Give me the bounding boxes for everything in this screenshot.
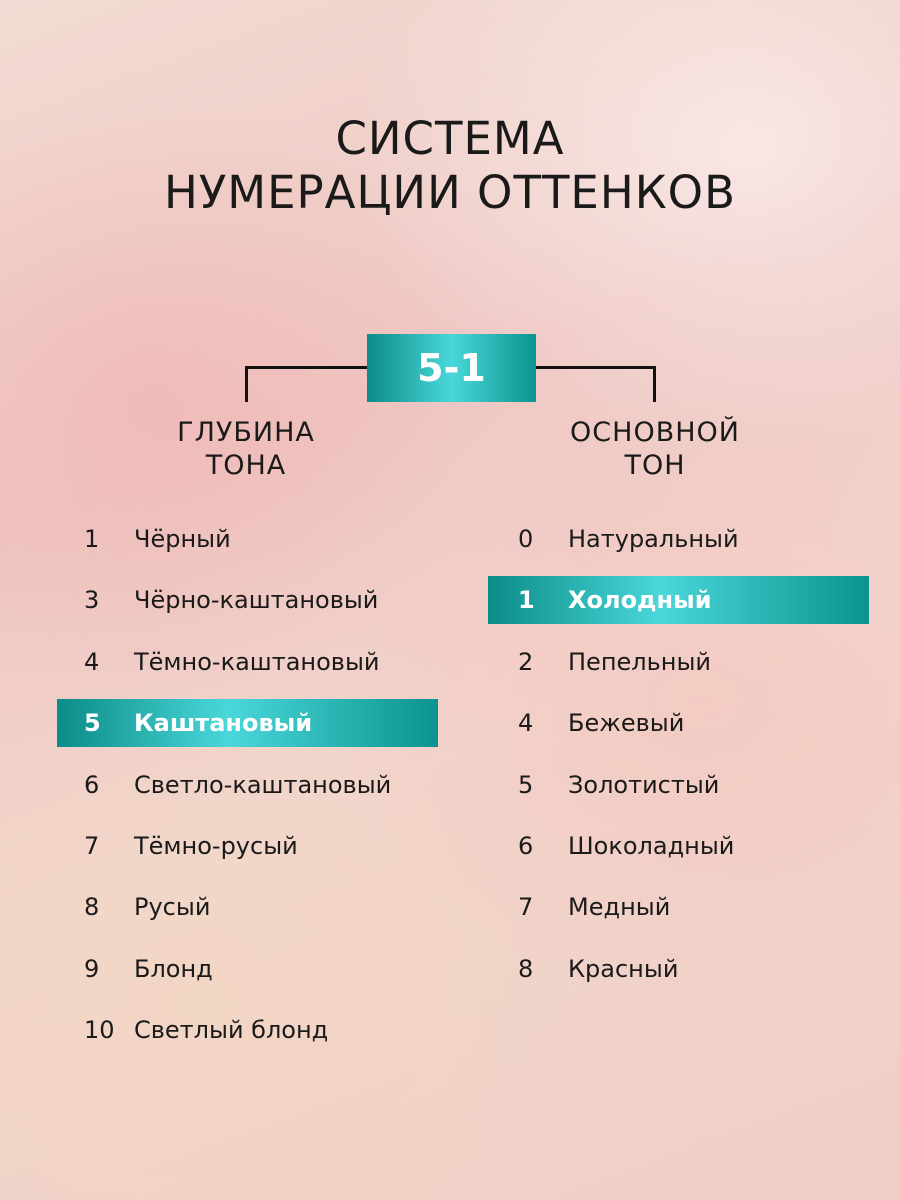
item-number: 8: [518, 954, 534, 983]
item-label: Медный: [568, 893, 671, 922]
item-number: 2: [518, 647, 534, 676]
right-heading-line-1: ОСНОВНОЙ: [570, 417, 740, 448]
item-label: Шоколадный: [568, 832, 735, 860]
item-label: Пепельный: [568, 647, 711, 676]
list-item: 6 Светло-каштановый: [57, 761, 438, 809]
item-number: 5: [84, 709, 101, 738]
list-item: 1 Чёрный: [57, 515, 438, 563]
item-label: Красный: [568, 954, 679, 983]
item-label: Каштановый: [134, 709, 313, 738]
list-item: 3 Чёрно-каштановый: [57, 576, 438, 624]
item-number: 1: [518, 586, 535, 615]
item-number: 3: [84, 586, 100, 615]
connector-right-v: [653, 366, 656, 402]
list-item: 1 Холодный: [488, 576, 869, 625]
item-label: Бежевый: [568, 709, 685, 738]
item-label: Чёрно-каштановый: [134, 586, 379, 615]
shade-code-box: 5-1: [367, 334, 536, 402]
connector-left-h: [245, 366, 367, 369]
list-item: 9 Блонд: [57, 945, 438, 993]
list-item: 2 Пепельный: [488, 638, 869, 686]
right-heading: ОСНОВНОЙ ТОН: [525, 416, 785, 482]
item-number: 8: [84, 893, 100, 922]
item-number: 1: [84, 525, 100, 553]
item-number: 0: [518, 525, 534, 553]
item-label: Светло-каштановый: [134, 770, 392, 799]
list-item: 10 Светлый блонд: [57, 1006, 438, 1054]
item-label: Блонд: [134, 954, 213, 983]
item-number: 7: [84, 832, 100, 860]
list-item: 5 Каштановый: [57, 699, 438, 748]
right-heading-line-2: ТОН: [624, 450, 686, 481]
list-item: 4 Тёмно-каштановый: [57, 638, 438, 686]
item-label: Натуральный: [568, 525, 739, 553]
item-number: 10: [84, 1016, 115, 1045]
connector-left-v: [245, 366, 248, 402]
left-heading-line-1: ГЛУБИНА: [177, 417, 315, 448]
item-label: Золотистый: [568, 770, 720, 799]
item-number: 7: [518, 893, 534, 922]
list-item: 8 Красный: [488, 945, 869, 993]
item-number: 6: [518, 832, 534, 860]
page-title: СИСТЕМА НУМЕРАЦИИ ОТТЕНКОВ: [0, 112, 900, 220]
item-number: 4: [518, 709, 534, 738]
item-number: 9: [84, 954, 100, 983]
left-heading: ГЛУБИНА ТОНА: [116, 416, 376, 482]
list-item: 5 Золотистый: [488, 761, 869, 809]
item-label: Тёмно-русый: [134, 832, 298, 860]
item-label: Светлый блонд: [134, 1016, 329, 1045]
list-item: 8 Русый: [57, 883, 438, 931]
list-item: 0 Натуральный: [488, 515, 869, 563]
list-item: 4 Бежевый: [488, 699, 869, 747]
left-heading-line-2: ТОНА: [205, 450, 287, 481]
title-line-2: НУМЕРАЦИИ ОТТЕНКОВ: [164, 166, 736, 219]
item-label: Холодный: [568, 586, 712, 615]
list-item: 7 Тёмно-русый: [57, 822, 438, 870]
item-number: 6: [84, 770, 100, 799]
list-item: 7 Медный: [488, 883, 869, 931]
connector-right-h: [536, 366, 656, 369]
item-number: 5: [518, 770, 534, 799]
item-label: Тёмно-каштановый: [134, 647, 380, 676]
item-label: Чёрный: [134, 525, 231, 553]
list-item: 6 Шоколадный: [488, 822, 869, 870]
title-line-1: СИСТЕМА: [335, 112, 565, 165]
item-number: 4: [84, 647, 100, 676]
item-label: Русый: [134, 893, 211, 922]
